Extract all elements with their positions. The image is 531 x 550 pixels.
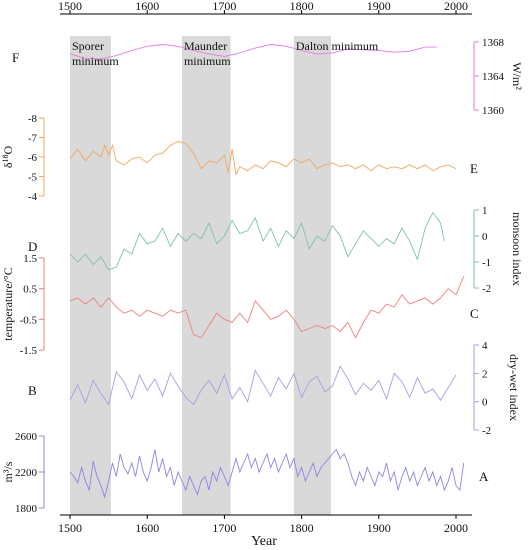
y-axis-title: W/m² [510,62,524,90]
y-tick-label: 0 [482,397,488,409]
y-tick-label: 0.5 [23,284,37,296]
panel-letter-D: D [28,239,37,254]
series-line-F [69,44,437,60]
shaded-period-label: Sporer [72,39,104,53]
y-tick-label: -1.5 [20,345,38,357]
y-tick-label: 1368 [482,37,505,49]
shaded-period-label: minimum [184,54,231,68]
y-axis-title-rest: O [1,146,15,155]
x-tick-label: 2000 [444,521,468,535]
shaded-period-label: Dalton minimum [296,39,379,53]
y-tick-label: 1360 [482,105,505,117]
x-tick-label: 1500 [58,0,82,13]
x-tick-label: 1700 [212,521,236,535]
y-tick-label: -7 [28,133,38,145]
panel-letter-A: A [479,469,489,484]
y-tick-label: 4 [482,340,488,352]
x-tick-label: 2000 [444,0,468,13]
y-tick-label: 1800 [15,503,38,515]
panel-letter-C: C [470,306,479,321]
series-line-D [69,211,445,271]
y-tick-label: -0.5 [20,314,38,326]
y-tick-label: -2 [482,425,491,437]
panel-letter-F: F [12,50,19,65]
x-axis-title: Year [251,534,277,549]
x-tick-label: 1700 [212,0,236,13]
y-tick-label: 2600 [15,431,38,443]
y-tick-label: -2 [482,283,491,295]
y-axis-title: dry-wet index [507,354,521,421]
y-axis-title: m³/s [1,461,15,482]
x-tick-label: 1800 [290,0,314,13]
series-line-B [69,365,457,406]
y-tick-label: 1364 [482,71,505,83]
shaded-period-2 [181,36,231,515]
series-layer [69,44,465,499]
y-tick-label: -6 [28,152,38,164]
y-tick-label: 1.5 [23,253,37,265]
y-tick-label: -5 [28,172,38,184]
y-tick-label: -1 [482,257,491,269]
shaded-period-1 [70,36,111,515]
y-axis-title: monsoon index [510,212,524,286]
panel-letter-E: E [470,161,478,176]
shaded-minima-layer [70,36,331,515]
y-tick-label: -8 [28,113,38,125]
panel-letter-B: B [28,383,37,398]
shaded-period-label: Maunder [184,39,227,53]
x-tick-label: 1900 [367,0,391,13]
y-tick-label: 1 [482,205,488,217]
y-axis-title: temperature/°C [1,267,15,340]
y-tick-label: 0 [482,231,488,243]
y-axis-title: δ18O [1,146,16,169]
series-line-A [69,448,465,499]
y-tick-label: 2 [482,368,488,380]
shaded-period-3 [293,36,331,515]
series-line-C [69,276,465,339]
x-tick-label: 1600 [135,0,159,13]
x-tick-label: 1900 [367,521,391,535]
x-tick-label: 1600 [135,521,159,535]
y-tick-label: -4 [28,191,38,203]
y-tick-label: 2200 [15,467,38,479]
shaded-period-label: minimum [72,54,119,68]
x-tick-label: 1800 [290,521,314,535]
axes-layer [39,10,479,519]
series-line-E [69,140,457,177]
x-tick-label: 1500 [58,521,82,535]
y-axis-title-superscript: 18 [1,155,10,163]
